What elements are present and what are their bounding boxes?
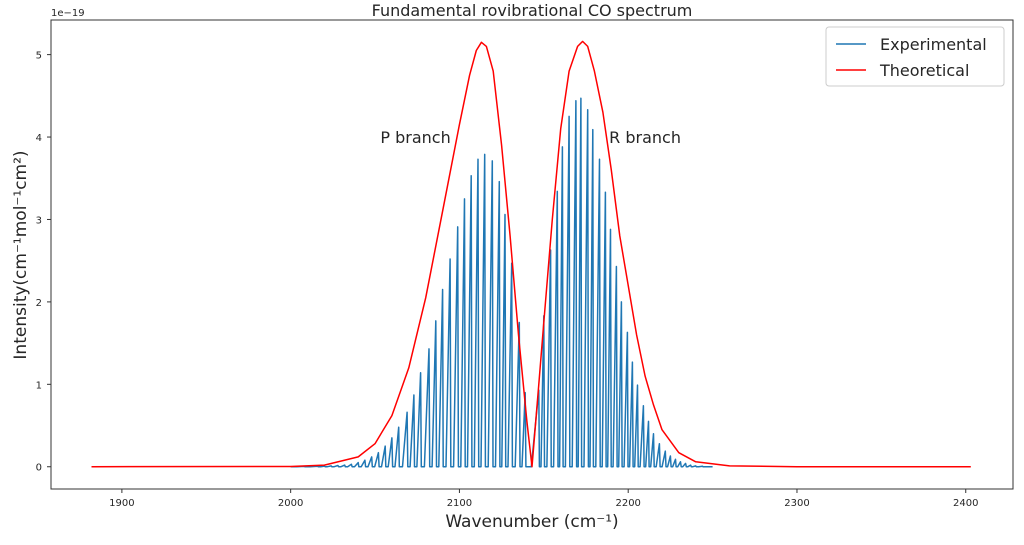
y-tick-label: 4: [36, 133, 42, 144]
legend: Experimental Theoretical: [826, 27, 1004, 86]
annotation-r-branch: R branch: [609, 128, 681, 147]
x-tick-label: 2300: [784, 498, 809, 509]
legend-label-experimental: Experimental: [880, 35, 987, 54]
x-tick-label: 2000: [278, 498, 303, 509]
plot-area: [91, 41, 970, 466]
annotation-p-branch: P branch: [380, 128, 450, 147]
y-scale-label: 1e−19: [51, 8, 85, 19]
x-axis-label: Wavenumber (cm⁻¹): [445, 512, 618, 532]
x-tick-label: 1900: [109, 498, 134, 509]
y-tick-label: 0: [36, 463, 42, 474]
y-axis-label: Intensity(cm⁻¹mol⁻¹cm²): [11, 150, 31, 359]
series-theoretical-line: [92, 41, 971, 466]
legend-label-theoretical: Theoretical: [879, 61, 969, 80]
x-tick-label: 2200: [615, 498, 640, 509]
x-tick-label: 2400: [953, 498, 978, 509]
axes-frame: [51, 20, 1013, 489]
axis-ticks: 1900 2000 2100 2200 2300 2400 0 1 2 3 4 5: [36, 51, 979, 509]
y-tick-label: 1: [36, 380, 42, 391]
y-tick-label: 5: [36, 51, 42, 62]
y-tick-label: 3: [36, 215, 42, 226]
x-tick-label: 2100: [447, 498, 472, 509]
y-tick-label: 2: [36, 298, 42, 309]
chart-title: Fundamental rovibrational CO spectrum: [372, 1, 693, 20]
